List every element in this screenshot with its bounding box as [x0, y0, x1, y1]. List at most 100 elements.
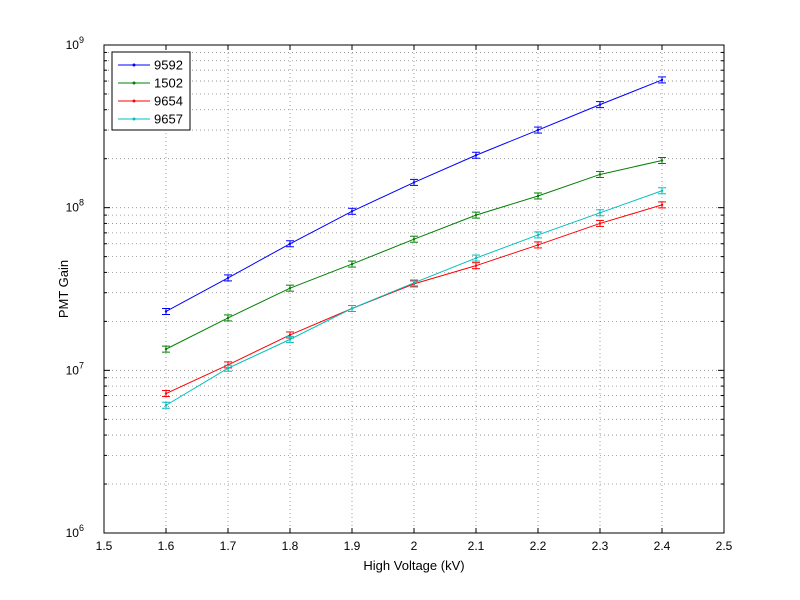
x-tick-label: 2.4: [654, 539, 671, 553]
x-tick-label: 1.8: [282, 539, 299, 553]
data-point: [286, 284, 294, 292]
point-marker: [474, 213, 478, 217]
data-point: [410, 279, 418, 287]
data-point: [472, 151, 480, 159]
point-marker: [598, 211, 602, 214]
data-point: [162, 345, 170, 353]
y-tick-label: 109: [66, 35, 84, 52]
y-tick-base: 10: [66, 38, 80, 52]
point-marker: [164, 310, 168, 313]
point-marker: [660, 203, 664, 207]
point-marker: [536, 243, 540, 247]
legend-label: 9654: [154, 94, 183, 109]
y-tick-base: 10: [66, 363, 80, 377]
point-marker: [164, 392, 168, 395]
data-point: [658, 156, 666, 164]
point-marker: [598, 173, 602, 176]
legend-marker: [132, 99, 136, 103]
legend-label: 9592: [154, 58, 183, 73]
data-point: [162, 307, 170, 315]
data-point: [162, 390, 170, 398]
data-point: [224, 274, 232, 282]
data-point: [410, 178, 418, 186]
data-point: [348, 304, 356, 312]
data-point: [534, 192, 542, 200]
x-tick-label: 1.6: [158, 539, 175, 553]
data-point: [224, 364, 232, 372]
point-marker: [350, 307, 354, 310]
series-layer: [162, 76, 666, 409]
point-marker: [660, 189, 664, 192]
data-point: [472, 262, 480, 270]
point-marker: [536, 233, 540, 237]
legend-item-1502: 1502: [118, 76, 183, 91]
legend-marker: [132, 63, 136, 67]
series-9592: [162, 76, 666, 315]
data-point: [348, 207, 356, 215]
data-point: [534, 231, 542, 239]
data-point: [596, 209, 604, 217]
data-point: [348, 260, 356, 268]
x-tick-label: 1.5: [96, 539, 113, 553]
x-tick-label: 2.3: [592, 539, 609, 553]
point-marker: [536, 194, 540, 198]
point-marker: [474, 154, 478, 157]
point-marker: [412, 181, 416, 184]
data-point: [658, 76, 666, 84]
data-point: [658, 201, 666, 209]
point-marker: [474, 264, 478, 267]
legend-marker: [132, 81, 136, 85]
data-point: [224, 314, 232, 322]
y-tick-exponent: 9: [79, 35, 84, 45]
data-point: [534, 241, 542, 249]
point-marker: [164, 404, 168, 407]
x-axis-label: High Voltage (kV): [363, 558, 464, 573]
series-9654: [162, 201, 666, 398]
point-marker: [288, 338, 292, 341]
y-tick-exponent: 8: [79, 198, 84, 208]
series-line: [165, 159, 663, 350]
series-9657: [162, 187, 666, 409]
point-marker: [226, 316, 230, 320]
legend-item-9654: 9654: [118, 94, 183, 109]
point-marker: [288, 333, 292, 337]
point-marker: [412, 237, 416, 241]
y-tick-base: 10: [66, 201, 80, 215]
data-point: [596, 219, 604, 227]
data-point: [472, 211, 480, 219]
x-tick-label: 1.9: [344, 539, 361, 553]
data-point: [162, 401, 170, 409]
point-marker: [660, 78, 664, 82]
x-tick-label: 2: [411, 539, 418, 553]
legend-label: 9657: [154, 112, 183, 127]
data-point: [658, 187, 666, 195]
point-marker: [350, 210, 354, 213]
point-marker: [412, 281, 416, 285]
legend: 9592 1502 9654 9657: [111, 51, 191, 131]
x-axis-ticks: 1.5 1.6 1.7 1.8 1.9 2 2.1 2.2 2.3 2.4 2.5: [96, 45, 733, 553]
y-tick-exponent: 7: [79, 360, 84, 370]
series-line: [165, 79, 663, 312]
point-marker: [164, 347, 168, 351]
legend-item-9592: 9592: [118, 58, 183, 73]
series-1502: [162, 156, 666, 353]
point-marker: [598, 222, 602, 225]
legend-label: 1502: [154, 76, 183, 91]
data-point: [596, 101, 604, 109]
point-marker: [660, 159, 664, 162]
data-point: [472, 254, 480, 262]
x-tick-label: 2.5: [716, 539, 733, 553]
point-marker: [288, 242, 292, 245]
y-tick-label: 108: [66, 198, 84, 215]
grid-lines: [104, 45, 724, 533]
point-marker: [350, 262, 354, 266]
x-tick-label: 2.2: [530, 539, 547, 553]
data-point: [596, 170, 604, 178]
y-tick-exponent: 6: [79, 523, 84, 533]
y-tick-label: 107: [66, 360, 84, 377]
point-marker: [226, 367, 230, 370]
data-point: [286, 240, 294, 248]
x-tick-label: 2.1: [468, 539, 485, 553]
